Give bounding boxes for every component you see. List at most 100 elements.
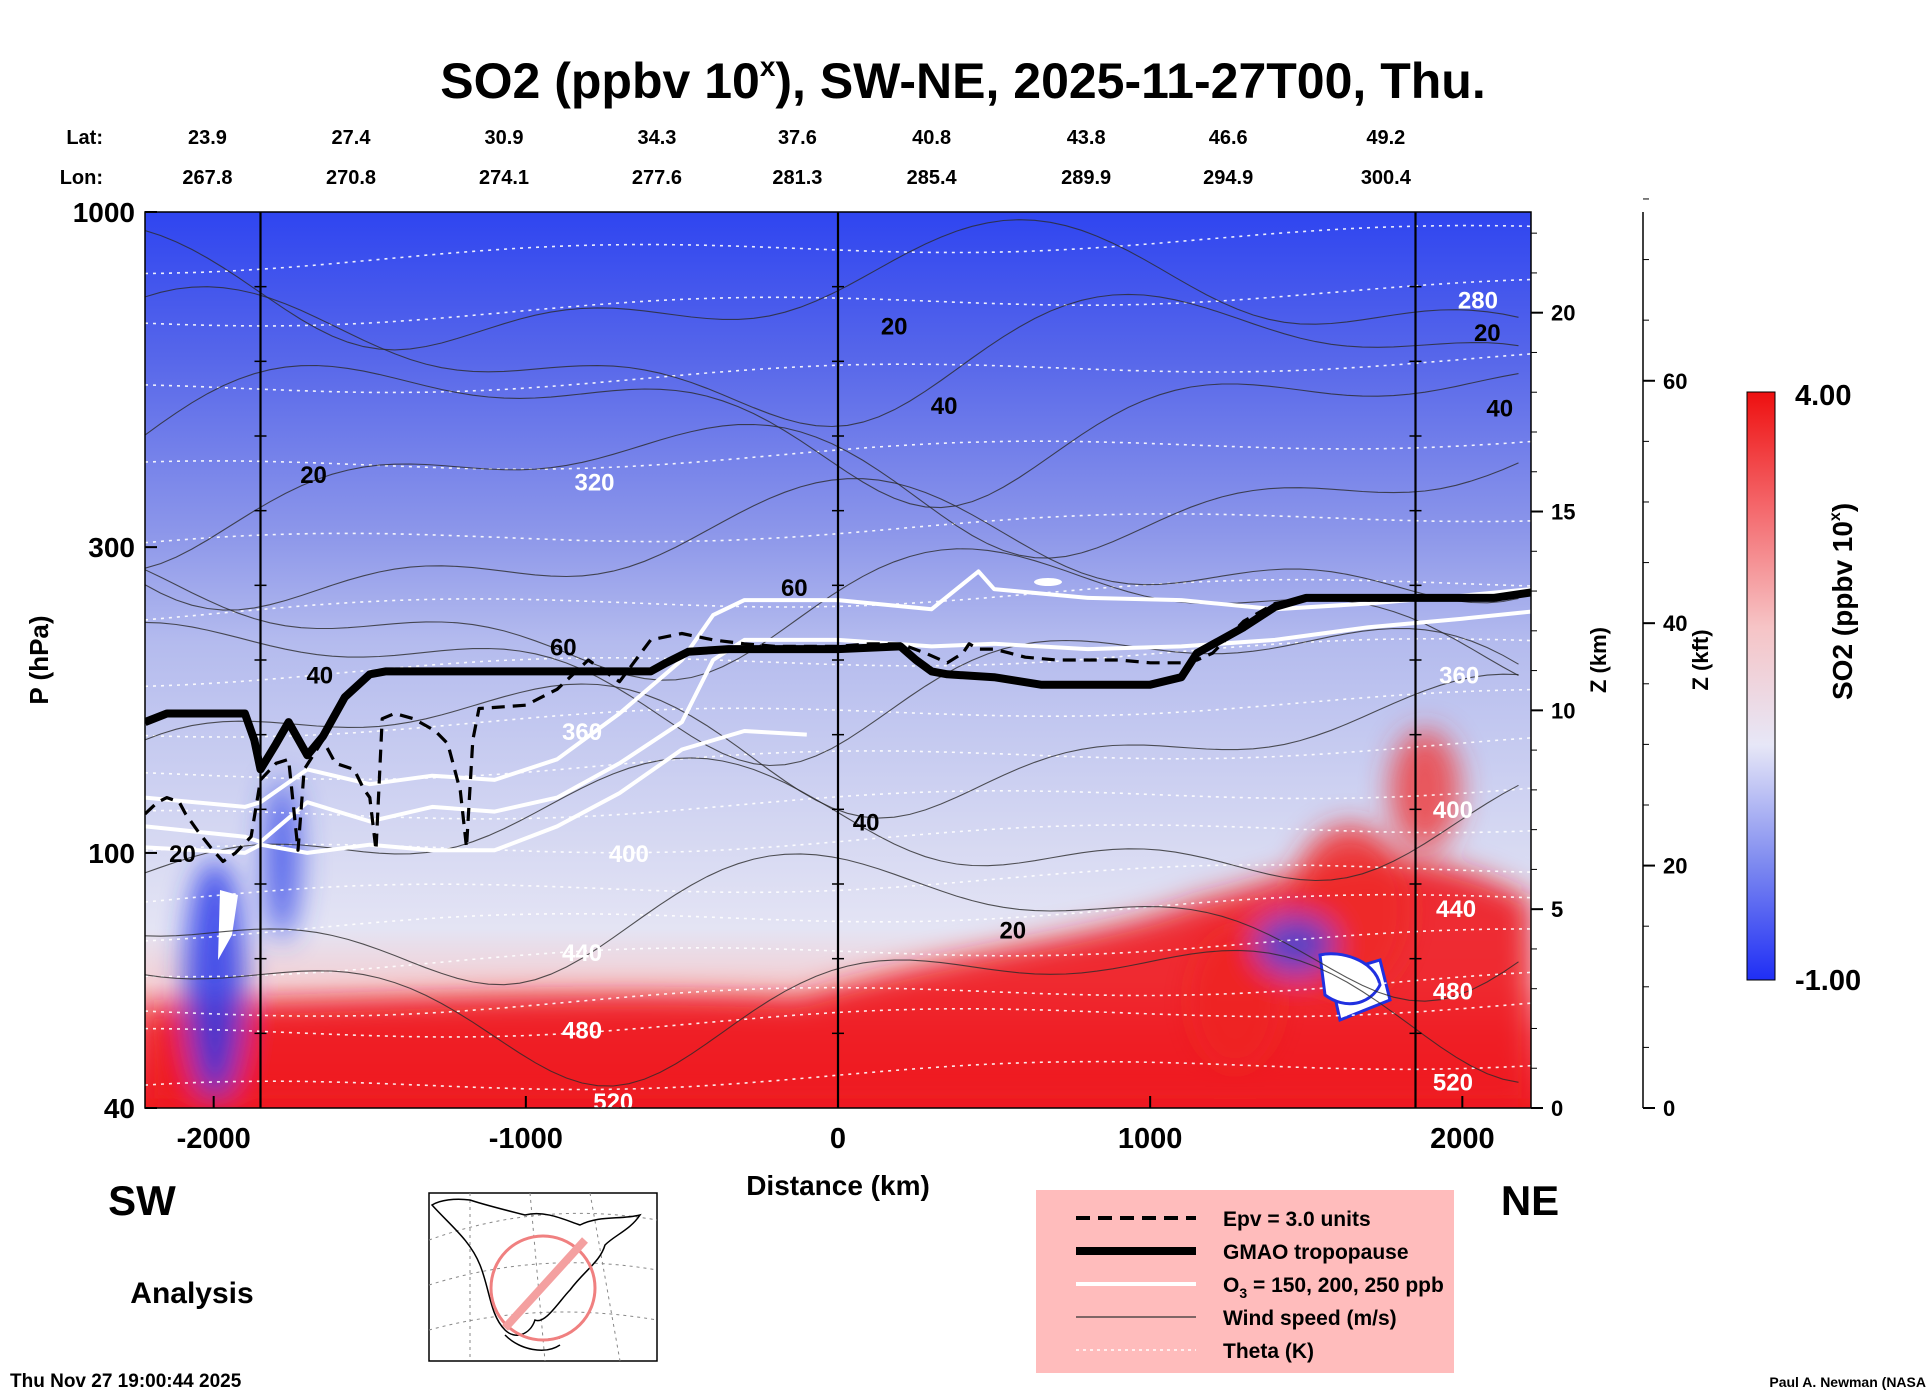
y-tick-label: 300 xyxy=(88,532,135,563)
wind-speed-contour xyxy=(145,478,1519,611)
ozone-contour xyxy=(145,729,807,855)
x-tick-label: 0 xyxy=(830,1123,846,1155)
y-tick-label: 1000 xyxy=(73,197,135,228)
wind-speed-label: 20 xyxy=(881,314,908,341)
legend-tropopause-label: GMAO tropopause xyxy=(1223,1241,1409,1264)
wind-speed-label: 20 xyxy=(1474,320,1501,347)
theta-label: 360 xyxy=(1439,662,1479,689)
axes: -2000 -1000 0 1000 2000 40 100 300 1000 0 5 10 15 20 0… xyxy=(73,197,1688,1155)
wind-speed-label: 40 xyxy=(306,662,333,689)
timestamp: Thu Nov 27 19:00:44 2025 xyxy=(10,1371,242,1392)
sw-label: SW xyxy=(108,1177,176,1224)
wind-speed-contour xyxy=(145,219,1519,351)
inset-coastline xyxy=(430,1198,642,1336)
z-kft-tick-label: 20 xyxy=(1663,854,1687,879)
analysis-label: Analysis xyxy=(130,1277,253,1310)
theta-label: 480 xyxy=(562,1018,602,1045)
theta-label: 320 xyxy=(574,469,614,496)
white-spot-4 xyxy=(1034,578,1062,586)
lat-row-label: Lat: xyxy=(66,127,103,149)
y-axis-label: P (hPa) xyxy=(24,615,54,704)
z-km-tick-label: 5 xyxy=(1551,897,1563,922)
theta-label: 400 xyxy=(609,841,649,868)
x-tick-label: 1000 xyxy=(1118,1123,1183,1155)
theta-label: 480 xyxy=(1433,979,1473,1006)
lat-value: 34.3 xyxy=(637,127,676,149)
lat-value: 49.2 xyxy=(1366,127,1405,149)
lon-value: 285.4 xyxy=(907,167,958,189)
wind-speed-label: 40 xyxy=(931,393,958,420)
z-km-tick-label: 0 xyxy=(1551,1096,1563,1121)
wind-speed-contour xyxy=(145,286,1519,428)
wind-speed-label: 40 xyxy=(853,809,880,836)
inset-transect-line xyxy=(502,1237,588,1331)
colorbar xyxy=(1746,391,1776,981)
z-kft-tick-label: 0 xyxy=(1663,1096,1675,1121)
wind-speed-contour xyxy=(145,853,1519,1002)
wind-speed-contour xyxy=(145,364,1519,509)
theta-label: 520 xyxy=(1433,1069,1473,1096)
wind-speed-label: 20 xyxy=(999,917,1026,944)
wind-speed-contour xyxy=(145,423,1519,569)
lat-value: 23.9 xyxy=(188,127,227,149)
y-tick-label: 100 xyxy=(88,838,135,869)
wind-speed-contour xyxy=(145,621,1519,767)
chart-title: SO2 (ppbv 10x), SW-NE, 2025-11-27T00, Th… xyxy=(440,51,1485,109)
inset-map-frame xyxy=(428,1192,658,1362)
z-kft-axis-label: Z (kft) xyxy=(1688,629,1713,690)
theta-label: 400 xyxy=(1433,797,1473,824)
ne-label: NE xyxy=(1501,1177,1559,1224)
inset-range-ring xyxy=(489,1234,597,1342)
x-axis-label: Distance (km) xyxy=(746,1170,930,1201)
lon-value: 274.1 xyxy=(479,167,529,189)
z-km-tick-label: 15 xyxy=(1551,500,1575,525)
colorbar-title: SO2 (ppbv 10x) xyxy=(1827,503,1858,700)
lon-value: 281.3 xyxy=(772,167,822,189)
wind-speed-contour xyxy=(145,757,1519,882)
z-km-tick-label: 10 xyxy=(1551,698,1575,723)
lat-value: 40.8 xyxy=(912,127,951,149)
contour-lines xyxy=(145,212,1531,1108)
lat-lon-values: 23.9 27.4 30.9 34.3 37.6 40.8 43.8 46.6 49.2 267.… xyxy=(182,127,1411,189)
wind-speed-contour xyxy=(145,949,1519,1087)
red-plume-2 xyxy=(1390,730,1460,850)
lon-value: 294.9 xyxy=(1203,167,1253,189)
theta-label: 520 xyxy=(593,1089,633,1116)
theta-label: 360 xyxy=(562,719,602,746)
contour-labels: 520 520 480 480 440 440 400 400 360 360 320 280 20 20… xyxy=(169,288,1513,1117)
colorbar-max-label: 4.00 xyxy=(1795,380,1851,412)
ozone-contour xyxy=(145,569,1531,809)
theta-label: 440 xyxy=(1436,896,1476,923)
colorbar-min-label: -1.00 xyxy=(1795,965,1861,997)
red-low-level-band xyxy=(145,859,1531,1108)
lat-value: 43.8 xyxy=(1067,127,1106,149)
z-kft-tick-label: 40 xyxy=(1663,611,1687,636)
blue-column-2 xyxy=(264,780,300,940)
lon-value: 289.9 xyxy=(1061,167,1111,189)
legend-ozone-label: O3 = 150, 200, 250 ppb xyxy=(1223,1274,1444,1301)
theta-label: 440 xyxy=(562,940,602,967)
wind-speed-label: 60 xyxy=(550,634,577,661)
legend-wind-label: Wind speed (m/s) xyxy=(1223,1307,1397,1330)
wind-speed-label: 20 xyxy=(169,841,196,868)
wind-speed-contour xyxy=(145,673,1519,819)
legend-box xyxy=(1036,1190,1454,1373)
legend-theta-label: Theta (K) xyxy=(1223,1340,1314,1363)
x-tick-label: -2000 xyxy=(177,1123,251,1155)
lat-value: 37.6 xyxy=(778,127,817,149)
lat-value: 46.6 xyxy=(1209,127,1248,149)
x-tick-label: 2000 xyxy=(1430,1123,1495,1155)
lon-value: 267.8 xyxy=(182,167,232,189)
lon-row-label: Lon: xyxy=(60,167,103,189)
red-plume-3 xyxy=(1190,930,1280,1070)
white-spot-1 xyxy=(218,890,238,960)
lon-value: 270.8 xyxy=(326,167,376,189)
lon-value: 277.6 xyxy=(632,167,682,189)
inset-map xyxy=(428,1192,658,1362)
wind-speed-label: 20 xyxy=(300,462,327,489)
z-kft-tick-label: 60 xyxy=(1663,369,1687,394)
lat-value: 27.4 xyxy=(332,127,372,149)
legend-epv-label: Epv = 3.0 units xyxy=(1223,1208,1371,1231)
plot-area: 520 520 480 480 440 440 400 400 360 360 320 280 20 20… xyxy=(144,211,1532,1117)
x-tick-label: -1000 xyxy=(489,1123,563,1155)
